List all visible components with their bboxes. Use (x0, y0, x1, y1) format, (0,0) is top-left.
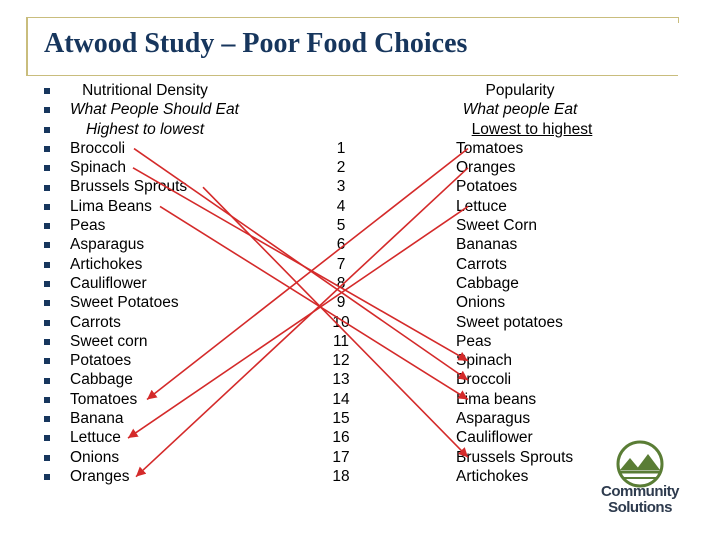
rank-number: 16 (332, 429, 350, 447)
right-food-item: Tomatoes (456, 139, 524, 157)
bullet-marker (44, 416, 50, 423)
rank-number: 10 (332, 313, 350, 331)
logo-line-community: Community (601, 483, 680, 500)
left-food-item: Spinach (70, 159, 127, 177)
popularity-list: Popularity What people Eat Lowest to hig… (456, 81, 626, 486)
left-header-title: Nutritional Density (82, 82, 208, 99)
left-food-item: Broccoli (70, 139, 126, 157)
left-food-item: Cabbage (70, 371, 133, 389)
bullet-marker (44, 203, 50, 210)
left-food-item: Peas (70, 217, 106, 235)
right-food-item: Asparagus (456, 410, 531, 428)
right-food-item: Artichokes (456, 467, 529, 485)
community-solutions-logo (616, 440, 664, 488)
bullet-marker (44, 223, 50, 230)
left-food-item: Sweet corn (70, 332, 148, 350)
rank-number: 4 (336, 197, 346, 215)
bullet-marker (44, 88, 50, 94)
bullet-marker (44, 165, 50, 172)
right-food-item: Broccoli (456, 371, 512, 389)
right-food-item: Sweet Corn (456, 217, 537, 235)
left-food-item: Banana (70, 410, 124, 428)
title-frame-bottom (26, 75, 678, 76)
rank-number: 12 (332, 352, 350, 370)
bullet-marker (44, 145, 50, 152)
rank-number: 14 (332, 390, 350, 408)
right-header-order: Lowest to highest (471, 120, 593, 138)
left-food-item: Sweet Potatoes (70, 294, 179, 312)
rank-number: 17 (332, 448, 350, 466)
left-food-item: Artichokes (70, 255, 143, 273)
bullet-marker (44, 338, 50, 345)
bullet-marker (44, 184, 50, 191)
bullet-marker (44, 300, 50, 307)
title-frame-top (26, 17, 679, 23)
bullet-marker (44, 358, 50, 365)
right-food-item: Bananas (456, 236, 518, 254)
logo-wordmark: Community Solutions (588, 484, 692, 516)
left-header-subtitle: What People Should Eat (70, 101, 239, 119)
bullet-marker (44, 281, 50, 287)
bullet-marker (44, 435, 50, 442)
bullet-marker (44, 474, 50, 480)
rank-number: 18 (332, 467, 350, 485)
right-food-item: Onions (456, 294, 506, 312)
right-food-item: Cauliflower (456, 429, 533, 447)
right-food-item: Carrots (456, 255, 507, 273)
left-food-item: Cauliflower (70, 274, 147, 292)
right-food-item: Potatoes (456, 178, 518, 196)
left-food-item: Lima Beans (70, 197, 152, 215)
rank-number: 5 (336, 217, 346, 235)
left-food-item: Carrots (70, 313, 121, 331)
nutritional-density-list: Nutritional Density What People Should E… (70, 81, 239, 486)
right-food-item: Sweet potatoes (456, 313, 563, 331)
rank-column: 1 2 3 4 5 6 7 8 9 10 11 12 13 14 15 16 17 18 (326, 81, 356, 486)
rank-number: 3 (336, 178, 346, 196)
right-food-item: Cabbage (456, 274, 519, 292)
left-header-order: Highest to lowest (85, 120, 205, 138)
left-food-item: Potatoes (70, 352, 132, 370)
slide-title: Atwood Study – Poor Food Choices (44, 28, 468, 59)
bullet-marker (44, 242, 50, 249)
rank-number: 9 (336, 294, 346, 312)
bullet-marker (44, 319, 50, 326)
left-food-item: Asparagus (70, 236, 145, 254)
left-food-item: Oranges (70, 467, 130, 485)
bullet-marker (44, 126, 50, 133)
rank-number: 8 (336, 274, 346, 292)
right-food-item: Spinach (456, 352, 513, 370)
bullet-marker (44, 107, 50, 114)
bullet-marker (44, 454, 50, 461)
right-food-item: Lettuce (456, 197, 507, 215)
logo-line-solutions: Solutions (608, 499, 672, 516)
right-food-item: Oranges (456, 159, 516, 177)
rank-number: 11 (332, 332, 350, 350)
left-food-item: Brussels Sprouts (70, 178, 188, 196)
bullet-marker (44, 396, 50, 403)
right-food-item: Brussels Sprouts (456, 448, 574, 466)
rank-number: 13 (332, 371, 350, 389)
rank-number: 2 (336, 159, 346, 177)
right-header-title: Popularity (485, 82, 555, 99)
left-food-item: Lettuce (70, 429, 121, 447)
rank-number: 1 (336, 139, 346, 157)
left-food-item: Onions (70, 448, 120, 466)
right-food-item: Lima beans (456, 390, 537, 408)
title-frame-left (26, 17, 28, 75)
rank-number: 7 (336, 255, 346, 273)
rank-number: 6 (336, 236, 346, 254)
rank-number: 15 (332, 410, 350, 428)
left-food-item: Tomatoes (70, 390, 138, 408)
bullet-marker (44, 377, 50, 384)
right-food-item: Peas (456, 332, 492, 350)
right-header-subtitle: What people Eat (462, 101, 578, 119)
bullet-marker (44, 261, 50, 268)
